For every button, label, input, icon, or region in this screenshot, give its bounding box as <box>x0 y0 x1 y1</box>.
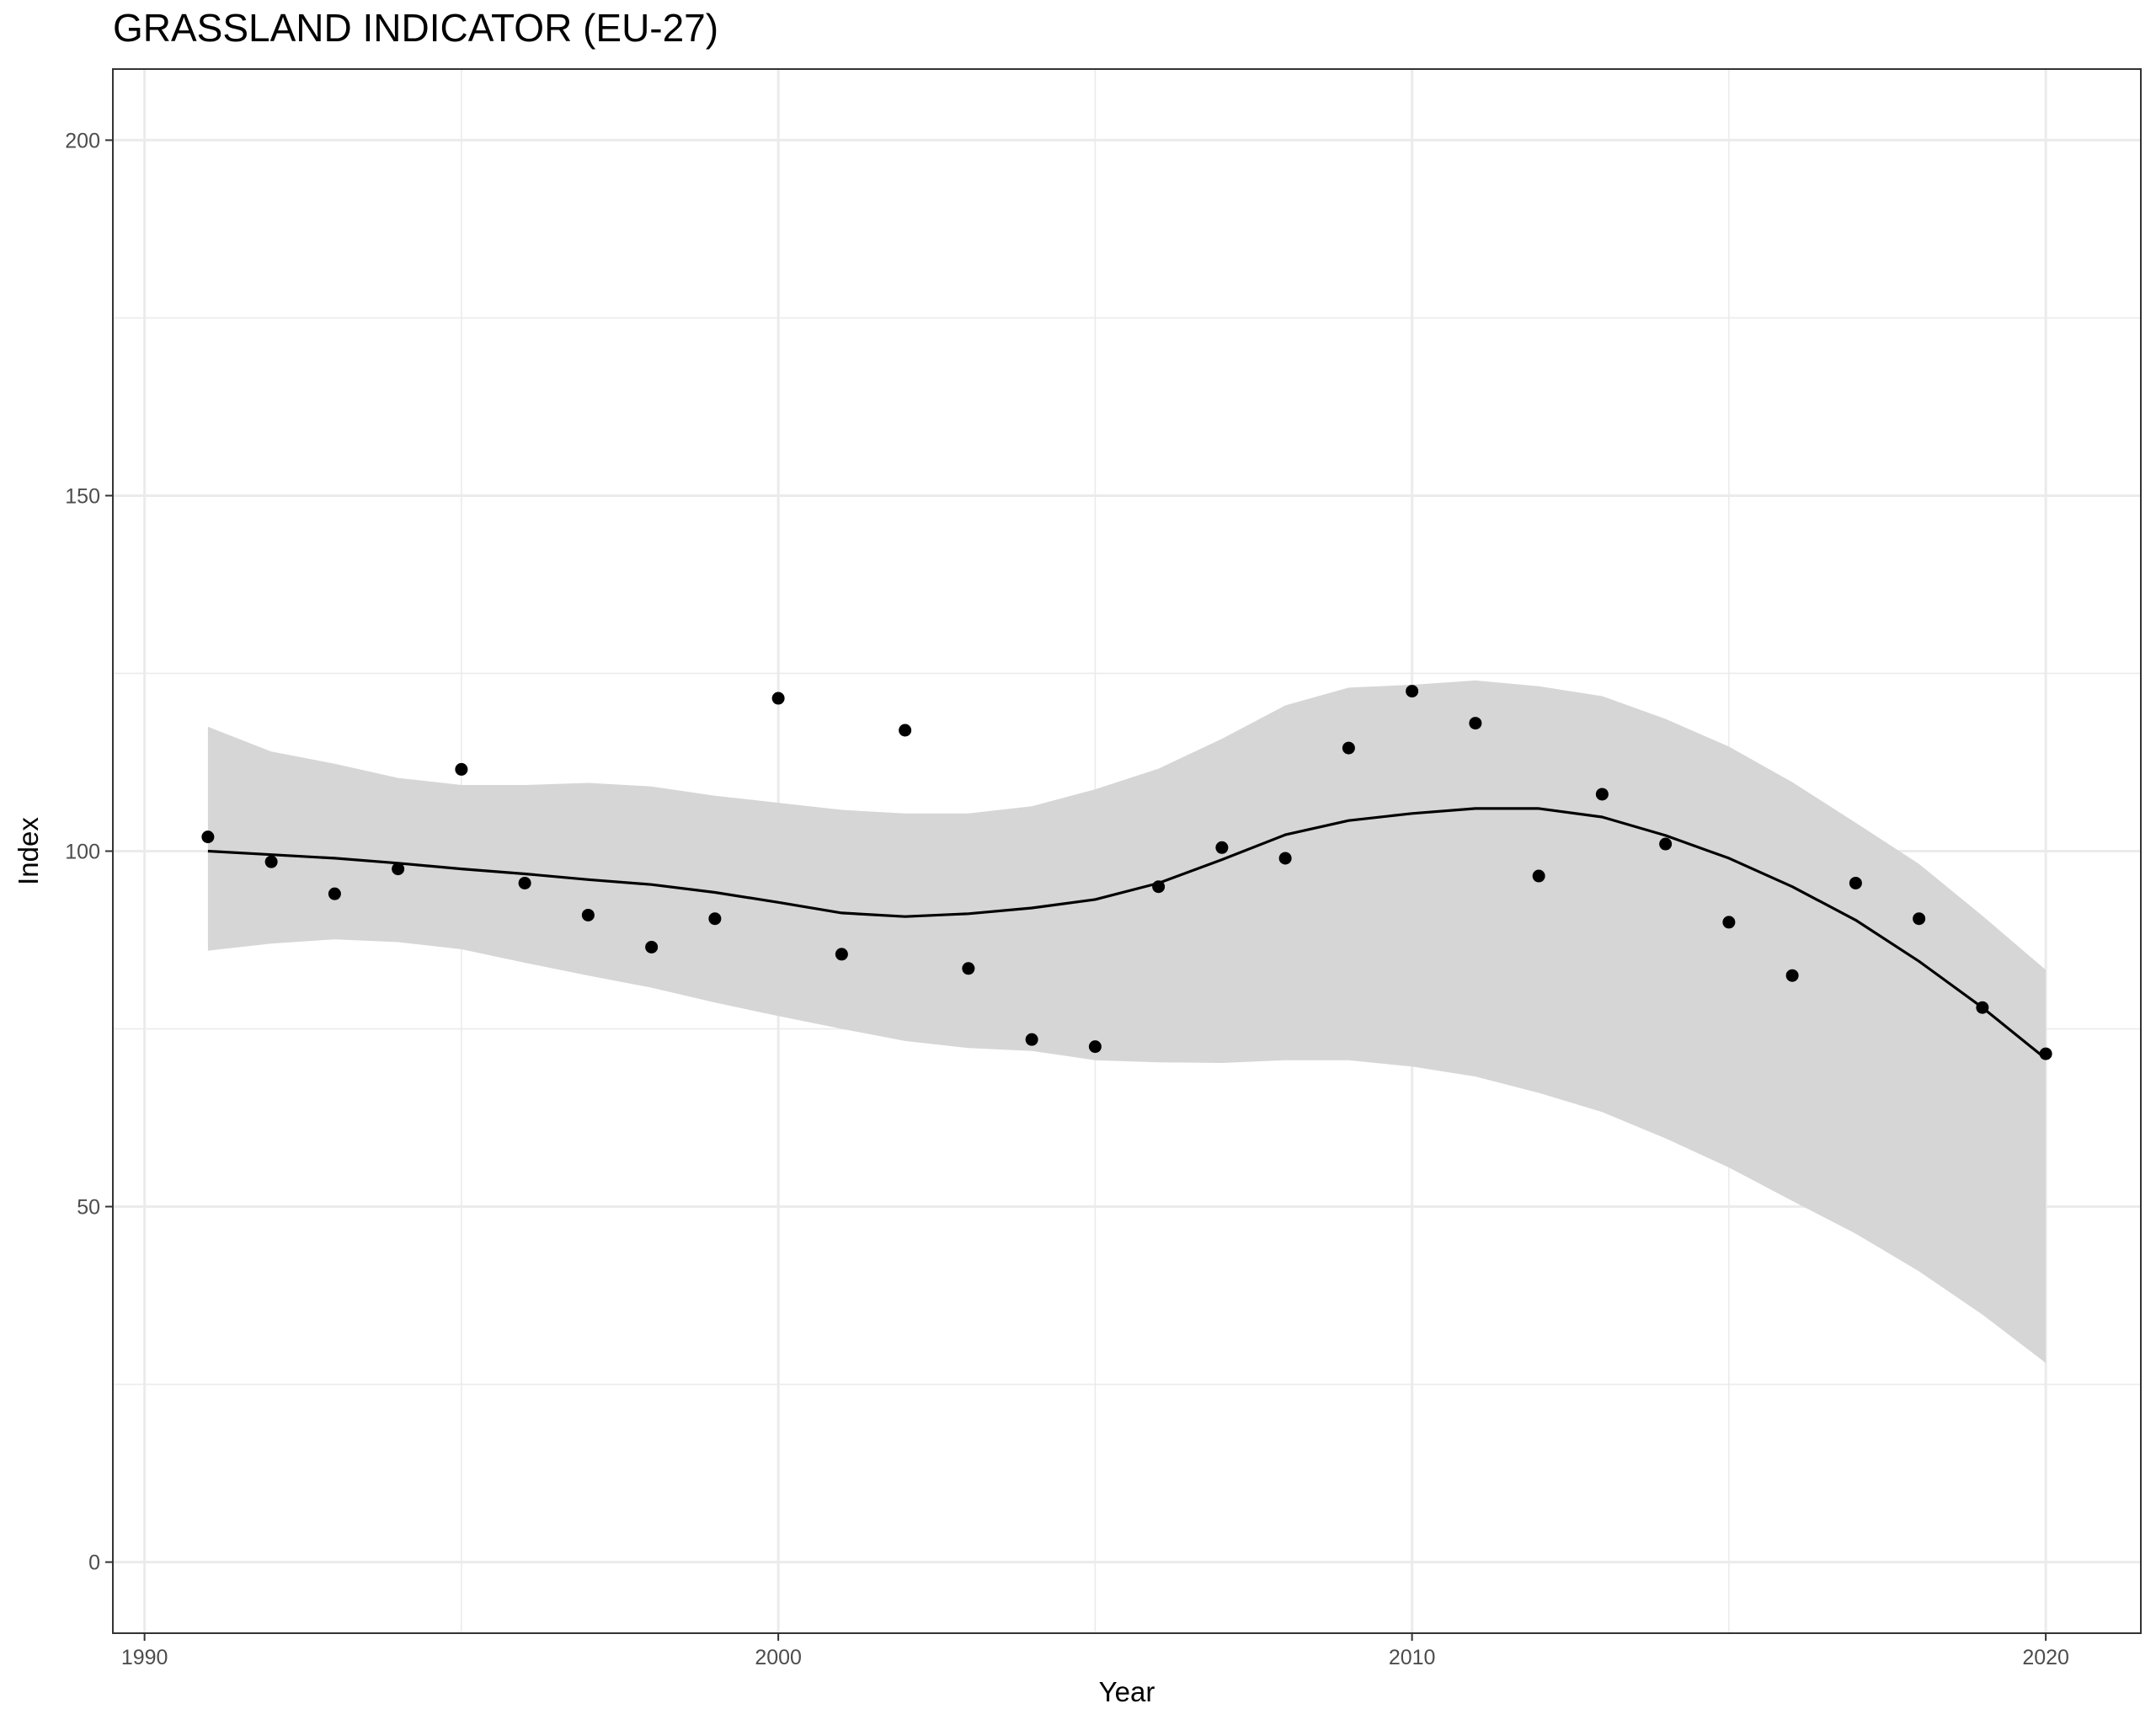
y-axis-title: Index <box>13 817 44 885</box>
confidence-ribbon <box>207 680 2047 1364</box>
x-tick-label: 2000 <box>755 1646 802 1669</box>
data-point <box>899 724 912 737</box>
data-point <box>1152 880 1166 894</box>
data-point <box>771 692 785 705</box>
data-point <box>962 962 975 975</box>
y-tick-labels: 0 50 100 150 200 <box>65 129 100 1574</box>
y-tick-label: 200 <box>65 129 100 152</box>
data-point <box>1025 1033 1038 1046</box>
data-point <box>328 887 341 900</box>
x-tick-labels: 1990 2000 2010 2020 <box>121 1646 2069 1669</box>
data-point <box>645 940 659 953</box>
trend-line <box>207 807 2047 1060</box>
data-point <box>2039 1047 2052 1060</box>
data-point <box>1469 717 1482 730</box>
data-point <box>835 948 848 961</box>
axis-ticks <box>105 139 2047 1641</box>
data-point <box>708 912 722 926</box>
data-points-layer <box>201 685 2052 1060</box>
data-point <box>1849 876 1862 889</box>
data-point <box>1785 969 1799 982</box>
x-tick-label: 2020 <box>2022 1646 2069 1669</box>
y-tick-label: 100 <box>65 841 100 864</box>
trend-line-layer <box>207 807 2047 1060</box>
data-point <box>1976 1001 1989 1014</box>
x-tick-label: 1990 <box>121 1646 168 1669</box>
data-point <box>1088 1040 1102 1054</box>
data-point <box>518 876 531 889</box>
data-point <box>1595 788 1609 801</box>
data-point <box>1215 841 1229 854</box>
y-tick-label: 0 <box>88 1551 100 1575</box>
data-point <box>264 855 278 868</box>
x-tick-label: 2010 <box>1389 1646 1436 1669</box>
data-point <box>455 762 468 776</box>
data-point <box>201 830 215 844</box>
grid-lines <box>113 69 2141 1633</box>
data-point <box>1722 916 1736 929</box>
data-point <box>392 862 405 876</box>
confidence-ribbon-layer <box>207 680 2047 1364</box>
data-point <box>1659 837 1673 851</box>
y-tick-label: 50 <box>77 1196 100 1220</box>
data-point <box>1913 912 1926 926</box>
data-point <box>1532 869 1545 883</box>
data-point <box>581 908 595 921</box>
data-point <box>1278 852 1292 865</box>
chart-title: GRASSLAND INDICATOR (EU-27) <box>113 6 719 50</box>
data-point <box>1406 685 1419 698</box>
x-axis-title: Year <box>1099 1676 1155 1707</box>
data-point <box>1342 741 1355 755</box>
y-tick-label: 150 <box>65 484 100 508</box>
